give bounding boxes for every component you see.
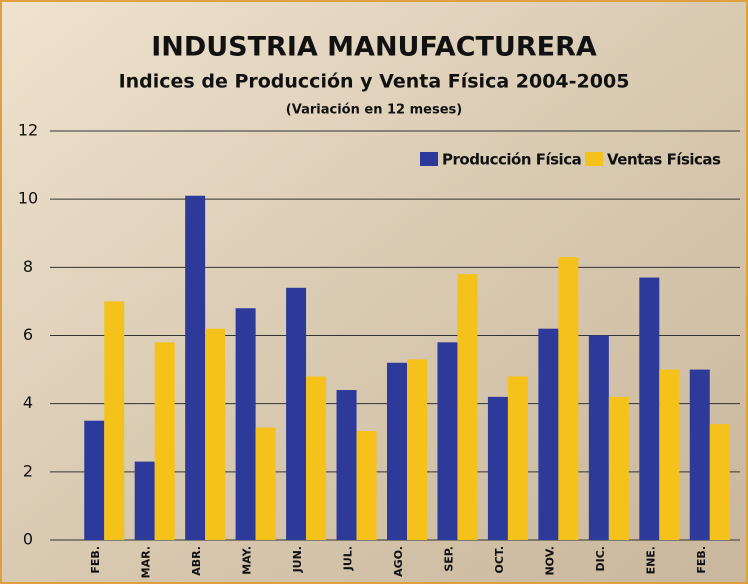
legend-label: Producción Física <box>442 151 581 169</box>
bar <box>487 396 508 540</box>
legend-label: Ventas Físicas <box>607 151 721 169</box>
bar <box>387 362 407 540</box>
y-tick-label: 10 <box>18 189 38 208</box>
bar <box>457 274 478 540</box>
x-tick-label: FEB. <box>695 546 708 574</box>
x-tick-label: JUL. <box>342 546 355 571</box>
bar <box>306 376 327 540</box>
bar <box>235 308 256 540</box>
x-tick-label: FEB. <box>89 546 102 574</box>
x-tick-label: JUN. <box>291 546 304 573</box>
bar <box>689 369 710 540</box>
y-tick-label: 12 <box>18 121 38 140</box>
y-tick-label: 6 <box>23 325 33 344</box>
x-tick-label: OCT. <box>493 546 506 573</box>
chart-note: (Variación en 12 meses) <box>286 103 462 118</box>
bar <box>608 396 629 540</box>
bar <box>104 301 125 540</box>
x-tick-label: MAY. <box>241 546 254 575</box>
chart-title: INDUSTRIA MANUFACTURERA <box>151 32 597 63</box>
bar <box>639 277 660 540</box>
x-tick-label: ENE. <box>644 546 657 574</box>
x-tick-label: MAR. <box>140 546 153 578</box>
bar <box>709 424 730 540</box>
y-tick-label: 8 <box>23 257 33 276</box>
x-tick-label: DIC. <box>594 546 607 571</box>
chart-subtitle: Indices de Producción y Venta Física 200… <box>119 71 630 93</box>
bar <box>588 335 609 540</box>
bar <box>134 461 155 540</box>
x-tick-label: NOV. <box>543 546 556 576</box>
legend-swatch <box>420 152 438 166</box>
legend-swatch <box>585 152 603 166</box>
bar <box>558 257 579 540</box>
bar <box>205 328 226 540</box>
y-tick-label: 0 <box>23 530 33 549</box>
bar <box>84 420 105 540</box>
x-tick-label: ABR. <box>190 546 203 576</box>
bar <box>538 328 559 540</box>
bar <box>255 427 276 540</box>
bar <box>437 342 458 540</box>
x-tick-label: SEP. <box>442 546 455 572</box>
y-tick-label: 2 <box>23 461 33 480</box>
bar <box>659 369 680 540</box>
bar <box>356 430 377 540</box>
bar <box>185 195 206 540</box>
bar <box>154 342 175 540</box>
bar <box>507 376 528 540</box>
x-tick-label: AGO. <box>392 546 405 577</box>
bar <box>336 390 357 540</box>
bar <box>286 287 307 540</box>
bar <box>407 359 427 540</box>
y-tick-label: 4 <box>23 393 33 412</box>
